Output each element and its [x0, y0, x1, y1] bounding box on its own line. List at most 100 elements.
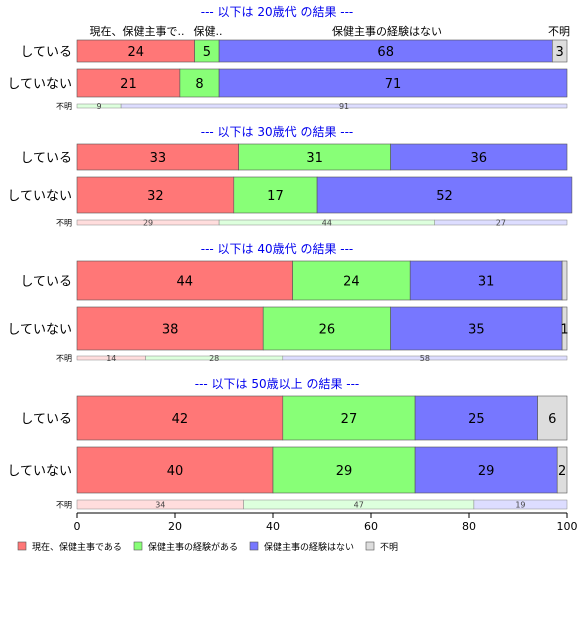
bar-segment	[390, 143, 568, 171]
legend-label: 保健主事の経験がある	[148, 541, 238, 553]
data-label: 8	[195, 77, 203, 92]
panel-title: --- 以下は 50歳以上 の結果 ---	[195, 377, 360, 391]
unknown-row-label: 不明	[56, 501, 72, 510]
data-label: 29	[478, 464, 495, 479]
legend-swatch	[249, 541, 259, 551]
row-label: していない	[7, 323, 72, 338]
unknown-data-label: 91	[339, 102, 349, 111]
legend-label: 現在、保健主事である	[32, 541, 122, 553]
bar-segment	[414, 446, 558, 494]
legend-swatch	[365, 541, 375, 551]
data-label: 25	[468, 412, 485, 427]
bar-segment	[556, 446, 568, 494]
unknown-bar-segment	[434, 219, 568, 226]
row-label: していない	[7, 77, 72, 92]
panel-title: --- 以下は 20歳代 の結果 ---	[201, 5, 354, 19]
data-label: 17	[267, 189, 284, 204]
bar-segment	[76, 395, 284, 441]
data-label: 44	[177, 275, 194, 290]
data-label: 33	[150, 151, 167, 166]
row-label: していない	[7, 464, 72, 479]
data-label: 29	[336, 464, 353, 479]
data-label: 32	[147, 189, 164, 204]
data-label: 68	[377, 45, 394, 60]
bar-segment	[76, 446, 274, 494]
data-label: 52	[436, 189, 453, 204]
unknown-bar-segment	[120, 103, 568, 109]
header-label: 保健主事の経験はない	[332, 24, 442, 38]
bar-segment	[179, 68, 220, 98]
data-label: 27	[341, 412, 358, 427]
bar-segment	[282, 395, 416, 441]
row-label: している	[20, 151, 72, 166]
data-label: 42	[172, 412, 189, 427]
row-label: していない	[7, 189, 72, 204]
data-label: 31	[306, 151, 323, 166]
bar-segment	[262, 306, 391, 351]
bar-segment	[409, 260, 563, 301]
unknown-data-label: 29	[143, 219, 153, 228]
legend-label: 不明	[380, 542, 398, 553]
unknown-bar-segment	[282, 355, 568, 361]
bar-segment	[218, 68, 568, 98]
unknown-data-label: 44	[322, 219, 332, 228]
bar-segment	[537, 395, 568, 441]
data-label: 21	[120, 77, 137, 92]
bar-segment	[76, 306, 264, 351]
bar-segment	[272, 446, 416, 494]
data-label: 24	[343, 275, 360, 290]
unknown-bar-segment	[473, 499, 568, 510]
bar-segment	[390, 306, 563, 351]
data-label: 1	[560, 323, 568, 338]
data-label: 5	[203, 45, 211, 60]
legend-swatch	[133, 541, 143, 551]
legend-label: 保健主事の経験はない	[264, 541, 354, 553]
unknown-row-label: 不明	[56, 219, 72, 228]
data-label: 38	[162, 323, 179, 338]
bar-segment	[316, 176, 573, 214]
bar-segment	[561, 260, 568, 301]
unknown-data-label: 19	[515, 501, 525, 510]
bar-segment	[233, 176, 318, 214]
row-label: している	[20, 412, 72, 427]
data-label: 2	[558, 464, 566, 479]
unknown-row-label: 不明	[56, 354, 72, 363]
data-label: 24	[128, 45, 145, 60]
bar-segment	[551, 39, 568, 63]
header-label: 保健..	[194, 24, 223, 38]
bar-segment	[414, 395, 538, 441]
header-label: 現在、保健主事で..	[90, 24, 185, 38]
x-tick-label: 80	[462, 520, 476, 533]
unknown-data-label: 28	[209, 354, 219, 363]
panel-title: --- 以下は 30歳代 の結果 ---	[201, 125, 354, 139]
data-label: 26	[319, 323, 336, 338]
unknown-data-label: 14	[106, 354, 116, 363]
data-label: 6	[548, 412, 556, 427]
data-label: 35	[468, 323, 485, 338]
unknown-row-label: 不明	[56, 102, 72, 111]
bar-segment	[76, 143, 239, 171]
data-label: 36	[471, 151, 488, 166]
data-label: 31	[478, 275, 495, 290]
row-label: している	[20, 275, 72, 290]
x-tick-label: 40	[266, 520, 280, 533]
bar-segment	[76, 68, 181, 98]
bar-segment	[561, 306, 568, 351]
unknown-data-label: 9	[97, 102, 102, 111]
panel-title: --- 以下は 40歳代 の結果 ---	[201, 242, 354, 256]
unknown-data-label: 34	[155, 501, 165, 510]
unknown-data-label: 58	[420, 354, 430, 363]
header-label: 不明	[548, 25, 570, 38]
x-tick-label: 0	[74, 520, 81, 533]
bar-segment	[292, 260, 411, 301]
legend-swatch	[17, 541, 27, 551]
x-tick-label: 100	[557, 520, 578, 533]
bar-segment	[238, 143, 391, 171]
data-label: 71	[385, 77, 402, 92]
unknown-data-label: 47	[354, 501, 364, 510]
x-tick-label: 20	[168, 520, 182, 533]
data-label: 3	[556, 45, 564, 60]
row-label: している	[20, 45, 72, 60]
bar-segment	[76, 260, 293, 301]
